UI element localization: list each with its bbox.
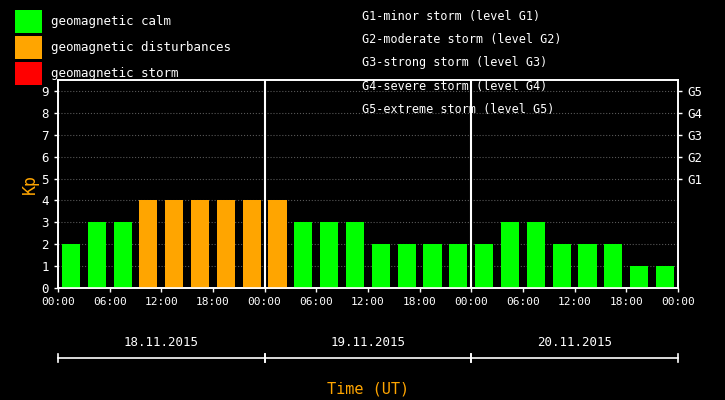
- Text: G4-severe storm (level G4): G4-severe storm (level G4): [362, 80, 548, 93]
- Text: geomagnetic disturbances: geomagnetic disturbances: [51, 41, 231, 54]
- Bar: [450, 244, 468, 288]
- Bar: [372, 244, 390, 288]
- Bar: [268, 200, 286, 288]
- Text: 18.11.2015: 18.11.2015: [124, 336, 199, 349]
- Text: G3-strong storm (level G3): G3-strong storm (level G3): [362, 56, 548, 69]
- Bar: [397, 244, 415, 288]
- Bar: [475, 244, 493, 288]
- Bar: [165, 200, 183, 288]
- Text: geomagnetic storm: geomagnetic storm: [51, 67, 178, 80]
- Bar: [630, 266, 648, 288]
- Bar: [579, 244, 597, 288]
- Bar: [346, 222, 364, 288]
- Bar: [656, 266, 674, 288]
- Bar: [217, 200, 235, 288]
- Bar: [88, 222, 106, 288]
- Text: geomagnetic calm: geomagnetic calm: [51, 15, 171, 28]
- Bar: [527, 222, 545, 288]
- Text: G1-minor storm (level G1): G1-minor storm (level G1): [362, 10, 541, 23]
- Bar: [114, 222, 132, 288]
- Bar: [243, 200, 261, 288]
- Text: 20.11.2015: 20.11.2015: [537, 336, 612, 349]
- Text: 19.11.2015: 19.11.2015: [331, 336, 405, 349]
- Text: Time (UT): Time (UT): [327, 381, 409, 396]
- Y-axis label: Kp: Kp: [21, 174, 38, 194]
- Text: G5-extreme storm (level G5): G5-extreme storm (level G5): [362, 103, 555, 116]
- Bar: [501, 222, 519, 288]
- Bar: [139, 200, 157, 288]
- Bar: [604, 244, 622, 288]
- Bar: [320, 222, 339, 288]
- Bar: [423, 244, 442, 288]
- Bar: [191, 200, 209, 288]
- Bar: [552, 244, 571, 288]
- Bar: [62, 244, 80, 288]
- Bar: [294, 222, 312, 288]
- Text: G2-moderate storm (level G2): G2-moderate storm (level G2): [362, 33, 562, 46]
